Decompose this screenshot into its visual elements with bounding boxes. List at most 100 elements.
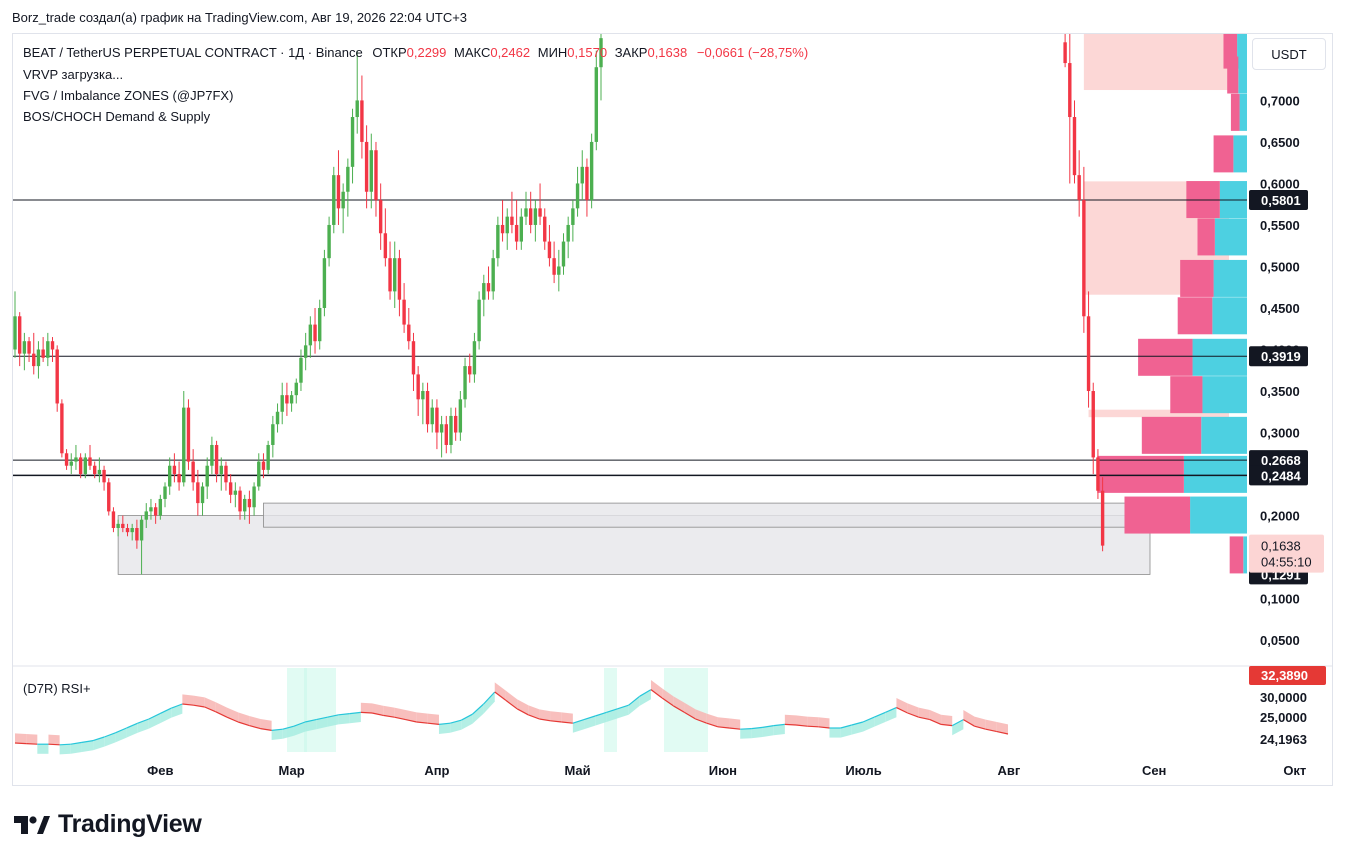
rsi-area-segment — [851, 722, 863, 735]
currency-button[interactable]: USDT — [1252, 38, 1326, 70]
candle-body — [271, 424, 275, 445]
candle-body — [538, 208, 542, 217]
time-axis-tick: Фев — [147, 763, 173, 778]
candle-body — [468, 366, 472, 375]
volume-profile-sell-bar — [1197, 218, 1215, 256]
price-axis-tick: 0,6500 — [1260, 135, 1300, 150]
rsi-line-segment — [706, 722, 719, 728]
candle-body — [50, 341, 55, 350]
volume-profile-sell-bar — [1227, 56, 1239, 94]
rsi-area-segment — [282, 726, 294, 739]
rsi-line-segment — [539, 718, 551, 722]
volume-profile-buy-bar — [1214, 218, 1247, 256]
volume-profile-sell-bar — [1141, 416, 1202, 454]
open-label: ОТКР — [372, 45, 407, 60]
rsi-area-segment — [472, 704, 484, 724]
rsi-line-segment — [70, 741, 83, 745]
rsi-area-segment — [918, 707, 930, 720]
candle-body — [261, 461, 266, 470]
price-tag-label: 0,3919 — [1261, 349, 1301, 364]
rsi-area-segment — [517, 699, 529, 715]
candle-body — [210, 444, 214, 466]
candle-body — [107, 482, 111, 512]
rsi-area-segment — [929, 710, 942, 725]
rsi-area-segment — [751, 727, 763, 739]
rsi-area-segment — [182, 694, 194, 706]
rsi-area-segment — [673, 696, 685, 713]
candle-body — [327, 224, 331, 259]
candle-body — [463, 366, 467, 400]
candle-body — [589, 141, 594, 201]
candle-body — [214, 444, 219, 475]
candle-body — [594, 67, 599, 142]
tradingview-logo[interactable]: TradingView — [14, 810, 202, 839]
rsi-line-segment — [873, 711, 886, 718]
candle-body — [22, 341, 27, 354]
candle-body — [46, 341, 50, 358]
rsi-axis-tick: 25,0000 — [1260, 710, 1307, 725]
high-label: МАКС — [454, 45, 491, 60]
candle-body — [557, 266, 561, 275]
candle-body — [491, 258, 495, 292]
candle-body — [308, 324, 313, 346]
indicator-bos-choch[interactable]: BOS/CHOCH Demand & Supply — [23, 109, 211, 124]
rsi-area-segment — [628, 696, 640, 715]
indicator-vrvp[interactable]: VRVP загрузка... — [23, 67, 124, 82]
rsi-area-segment — [650, 680, 663, 698]
rsi-area-segment — [204, 697, 216, 712]
rsi-area-segment — [360, 702, 373, 713]
price-tag-label: 0,2668 — [1261, 453, 1301, 468]
rsi-indicator-title: (D7R) RSI+ — [23, 681, 91, 696]
candle-body — [435, 407, 439, 433]
candle-body — [36, 349, 41, 367]
rsi-line-segment — [907, 712, 919, 718]
rsi-area-segment — [81, 740, 94, 752]
rsi-area-segment — [260, 719, 272, 731]
candle-body — [346, 166, 350, 192]
rsi-line-segment — [293, 721, 306, 727]
candle-body — [92, 465, 97, 475]
candle-body — [332, 175, 336, 225]
bar-countdown-label: 04:55:10 — [1261, 555, 1312, 570]
rsi-line-segment — [14, 742, 27, 745]
candle-body — [383, 233, 388, 259]
candle-body — [172, 465, 177, 475]
candle-body — [561, 241, 566, 267]
rsi-line-segment — [449, 719, 462, 724]
candle-body — [1077, 175, 1081, 201]
candle-body — [528, 208, 533, 225]
change-value: −0,0661 (−28,75%) — [696, 45, 809, 60]
rsi-line-segment — [81, 740, 94, 743]
rsi-area-segment — [639, 689, 651, 706]
price-axis-tick: 0,5500 — [1260, 218, 1300, 233]
price-axis-tick: 0,3500 — [1260, 384, 1300, 399]
price-plot-area — [13, 34, 1247, 575]
rsi-line-segment — [394, 716, 406, 721]
candle-body — [200, 486, 205, 504]
close-value: 0,1638 — [647, 45, 688, 60]
rsi-area-segment — [349, 712, 361, 724]
indicator-fvg[interactable]: FVG / Imbalance ZONES (@JP7FX) — [23, 88, 234, 103]
volume-profile-buy-bar — [1202, 376, 1247, 414]
candle-body — [299, 357, 303, 383]
time-axis-tick: Мар — [279, 763, 305, 778]
candle-body — [510, 216, 514, 225]
rsi-area-segment — [539, 709, 551, 721]
volume-profile-buy-bar — [1233, 135, 1247, 173]
rsi-line-segment — [505, 699, 518, 710]
rsi-area-segment — [15, 733, 27, 744]
candle-body — [552, 258, 556, 275]
rsi-last-value: 32,3890 — [1261, 668, 1308, 683]
candle-body — [341, 191, 345, 209]
rsi-line-segment — [929, 719, 942, 725]
price-axis-tick: 0,2000 — [1260, 509, 1300, 524]
price-tag-bg — [1249, 450, 1308, 471]
rsi-area-segment — [338, 713, 350, 725]
volume-profile-buy-bar — [1190, 496, 1247, 534]
rsi-line-segment — [963, 719, 975, 727]
candle-body — [243, 498, 247, 512]
rsi-area-segment — [59, 744, 71, 755]
rsi-line-segment — [104, 732, 116, 738]
candle-body — [514, 224, 519, 242]
